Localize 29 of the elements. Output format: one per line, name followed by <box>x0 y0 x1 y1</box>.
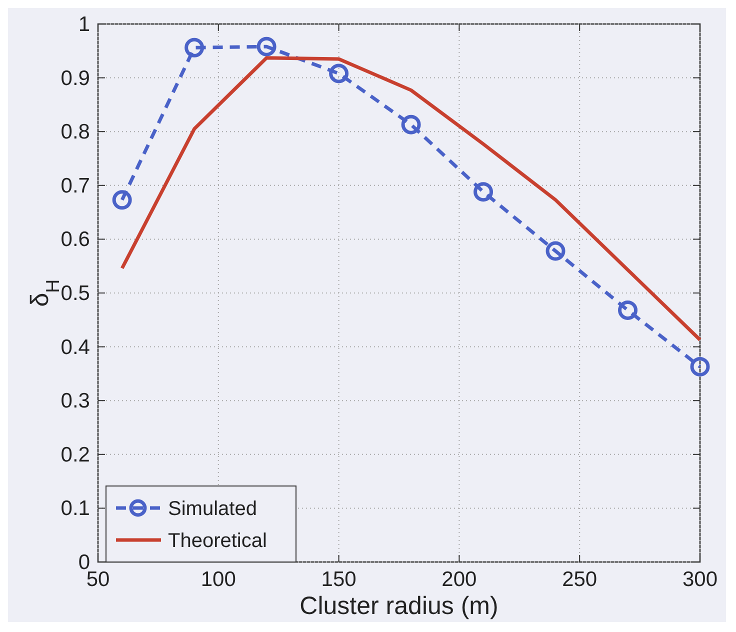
x-tick-label: 50 <box>86 568 110 591</box>
x-tick-label: 150 <box>321 568 356 591</box>
x-tick-label: 100 <box>200 568 236 591</box>
point <box>546 241 566 261</box>
y-tick-label: 0.7 <box>60 174 90 198</box>
y-tick-label: 0.5 <box>60 282 90 305</box>
point <box>474 182 494 202</box>
y-tick-label: 0.3 <box>60 390 90 413</box>
x-tick-label: 250 <box>562 568 598 591</box>
point <box>329 64 349 84</box>
point <box>401 114 421 134</box>
y-tick-label: 0.6 <box>60 228 90 252</box>
legend-label: Theoretical <box>168 530 267 552</box>
x-tick-label: 300 <box>682 568 718 591</box>
x-tick-label: 200 <box>442 568 477 591</box>
x-axis-title: Cluster radius (m) <box>300 592 498 620</box>
y-tick-label: 1 <box>78 13 90 36</box>
point <box>690 356 710 376</box>
point <box>256 36 276 56</box>
legend-label: Simulated <box>168 498 257 520</box>
y-tick-label: 0.2 <box>60 443 90 466</box>
point <box>112 190 132 210</box>
line-series <box>120 56 702 342</box>
y-tick-label: 0.9 <box>60 66 90 90</box>
y-tick-label: 0.4 <box>60 336 90 359</box>
y-tick-label: 0.8 <box>60 120 90 144</box>
point <box>184 38 204 58</box>
point <box>618 300 638 320</box>
y-tick-label: 0.1 <box>60 497 90 520</box>
